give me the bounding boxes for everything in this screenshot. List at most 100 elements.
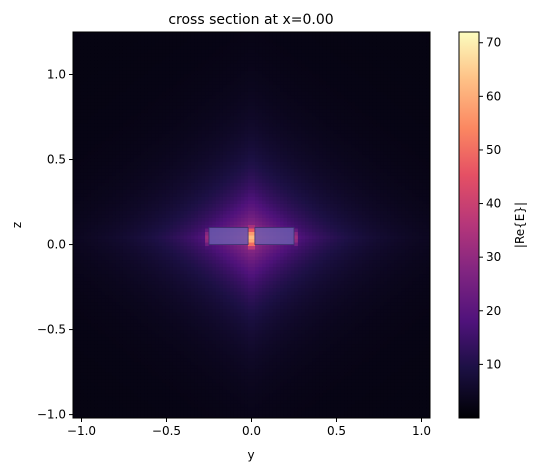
heatmap-cell: [90, 196, 96, 202]
heatmap-cell: [144, 312, 149, 317]
heatmap-cell: [137, 253, 142, 258]
heatmap-cell: [90, 403, 96, 409]
heatmap-cell: [190, 214, 195, 219]
heatmap-cell: [212, 270, 217, 275]
heatmap-cell: [162, 182, 167, 187]
heatmap-cell: [101, 225, 106, 230]
heatmap-cell: [151, 49, 156, 54]
heatmap-cell: [215, 151, 220, 156]
heatmap-cell: [151, 102, 156, 107]
heatmap-cell: [212, 358, 217, 363]
heatmap-cell: [140, 214, 145, 219]
heatmap-cell: [187, 263, 192, 268]
heatmap-cell: [162, 249, 167, 254]
heatmap-cell: [155, 172, 160, 177]
heatmap-cell: [162, 333, 167, 338]
heatmap-cell: [119, 337, 124, 342]
heatmap-cell: [140, 35, 145, 40]
heatmap-cell: [115, 39, 121, 44]
heatmap-cell: [172, 239, 178, 244]
heatmap-cell: [187, 42, 192, 47]
heatmap-cell: [122, 267, 128, 272]
heatmap-cell: [176, 116, 181, 121]
heatmap-cell: [76, 168, 81, 173]
heatmap-cell: [147, 344, 153, 349]
heatmap-cell: [183, 126, 188, 131]
heatmap-cell: [101, 354, 106, 359]
heatmap-cell: [130, 225, 135, 230]
heatmap-cell: [219, 200, 224, 205]
heatmap-cell: [208, 95, 213, 100]
heatmap-cell: [90, 56, 96, 61]
heatmap-cell: [90, 221, 96, 226]
heatmap-cell: [194, 228, 199, 233]
heatmap-cell: [176, 137, 181, 142]
heatmap-cell: [126, 193, 131, 198]
heatmap-cell: [215, 302, 220, 307]
heatmap-cell: [87, 400, 92, 405]
heatmap-cell: [76, 326, 81, 331]
heatmap-cell: [147, 340, 153, 345]
heatmap-cell: [176, 42, 181, 47]
heatmap-cell: [76, 46, 81, 51]
heatmap-cell: [226, 358, 231, 363]
heatmap-cell: [222, 39, 228, 44]
heatmap-cell: [230, 386, 235, 391]
heatmap-cell: [147, 119, 153, 124]
heatmap-cell: [108, 32, 113, 37]
heatmap-cell: [183, 358, 188, 363]
heatmap-cell: [183, 347, 188, 352]
heatmap-cell: [190, 189, 195, 195]
heatmap-cell: [112, 63, 117, 68]
heatmap-cell: [94, 316, 99, 321]
heatmap-cell: [197, 246, 203, 251]
heatmap-cell: [233, 77, 238, 82]
heatmap-cell: [155, 319, 160, 324]
heatmap-cell: [162, 302, 167, 307]
heatmap-cell: [97, 337, 103, 342]
heatmap-cell: [90, 172, 96, 177]
heatmap-cell: [194, 382, 199, 388]
heatmap-cell: [219, 133, 224, 138]
heatmap-cell: [87, 77, 92, 82]
heatmap-cell: [151, 109, 156, 114]
heatmap-cell: [201, 49, 206, 54]
heatmap-cell: [215, 344, 220, 349]
heatmap-cell: [219, 182, 224, 187]
heatmap-cell: [80, 84, 85, 89]
heatmap-cell: [230, 130, 235, 135]
heatmap-cell: [222, 56, 228, 61]
heatmap-cell: [183, 74, 188, 79]
heatmap-cell: [155, 165, 160, 170]
heatmap-cell: [126, 242, 131, 247]
heatmap-cell: [201, 337, 206, 342]
heatmap-cell: [144, 351, 149, 356]
heatmap-cell: [222, 274, 228, 279]
heatmap-cell: [87, 130, 92, 135]
heatmap-cell: [101, 133, 106, 138]
heatmap-cell: [130, 302, 135, 307]
heatmap-cell: [97, 200, 103, 205]
heatmap-cell: [190, 267, 195, 272]
heatmap-cell: [215, 193, 220, 198]
heatmap-cell: [215, 326, 220, 331]
heatmap-cell: [133, 123, 138, 128]
heatmap-cell: [83, 60, 88, 65]
heatmap-cell: [94, 147, 99, 152]
heatmap-cell: [176, 232, 181, 237]
heatmap-cell: [137, 295, 142, 300]
heatmap-cell: [183, 210, 188, 216]
heatmap-cell: [122, 130, 128, 135]
heatmap-cell: [222, 77, 228, 82]
heatmap-cell: [101, 295, 106, 300]
heatmap-cell: [205, 235, 210, 240]
heatmap-cell: [219, 396, 224, 402]
heatmap-cell: [212, 186, 217, 191]
heatmap-cell: [233, 189, 238, 195]
heatmap-cell: [108, 316, 113, 321]
heatmap-cell: [140, 277, 145, 282]
heatmap-cell: [147, 95, 153, 100]
heatmap-cell: [230, 161, 235, 166]
heatmap-cell: [101, 393, 106, 398]
heatmap-cell: [119, 123, 124, 128]
